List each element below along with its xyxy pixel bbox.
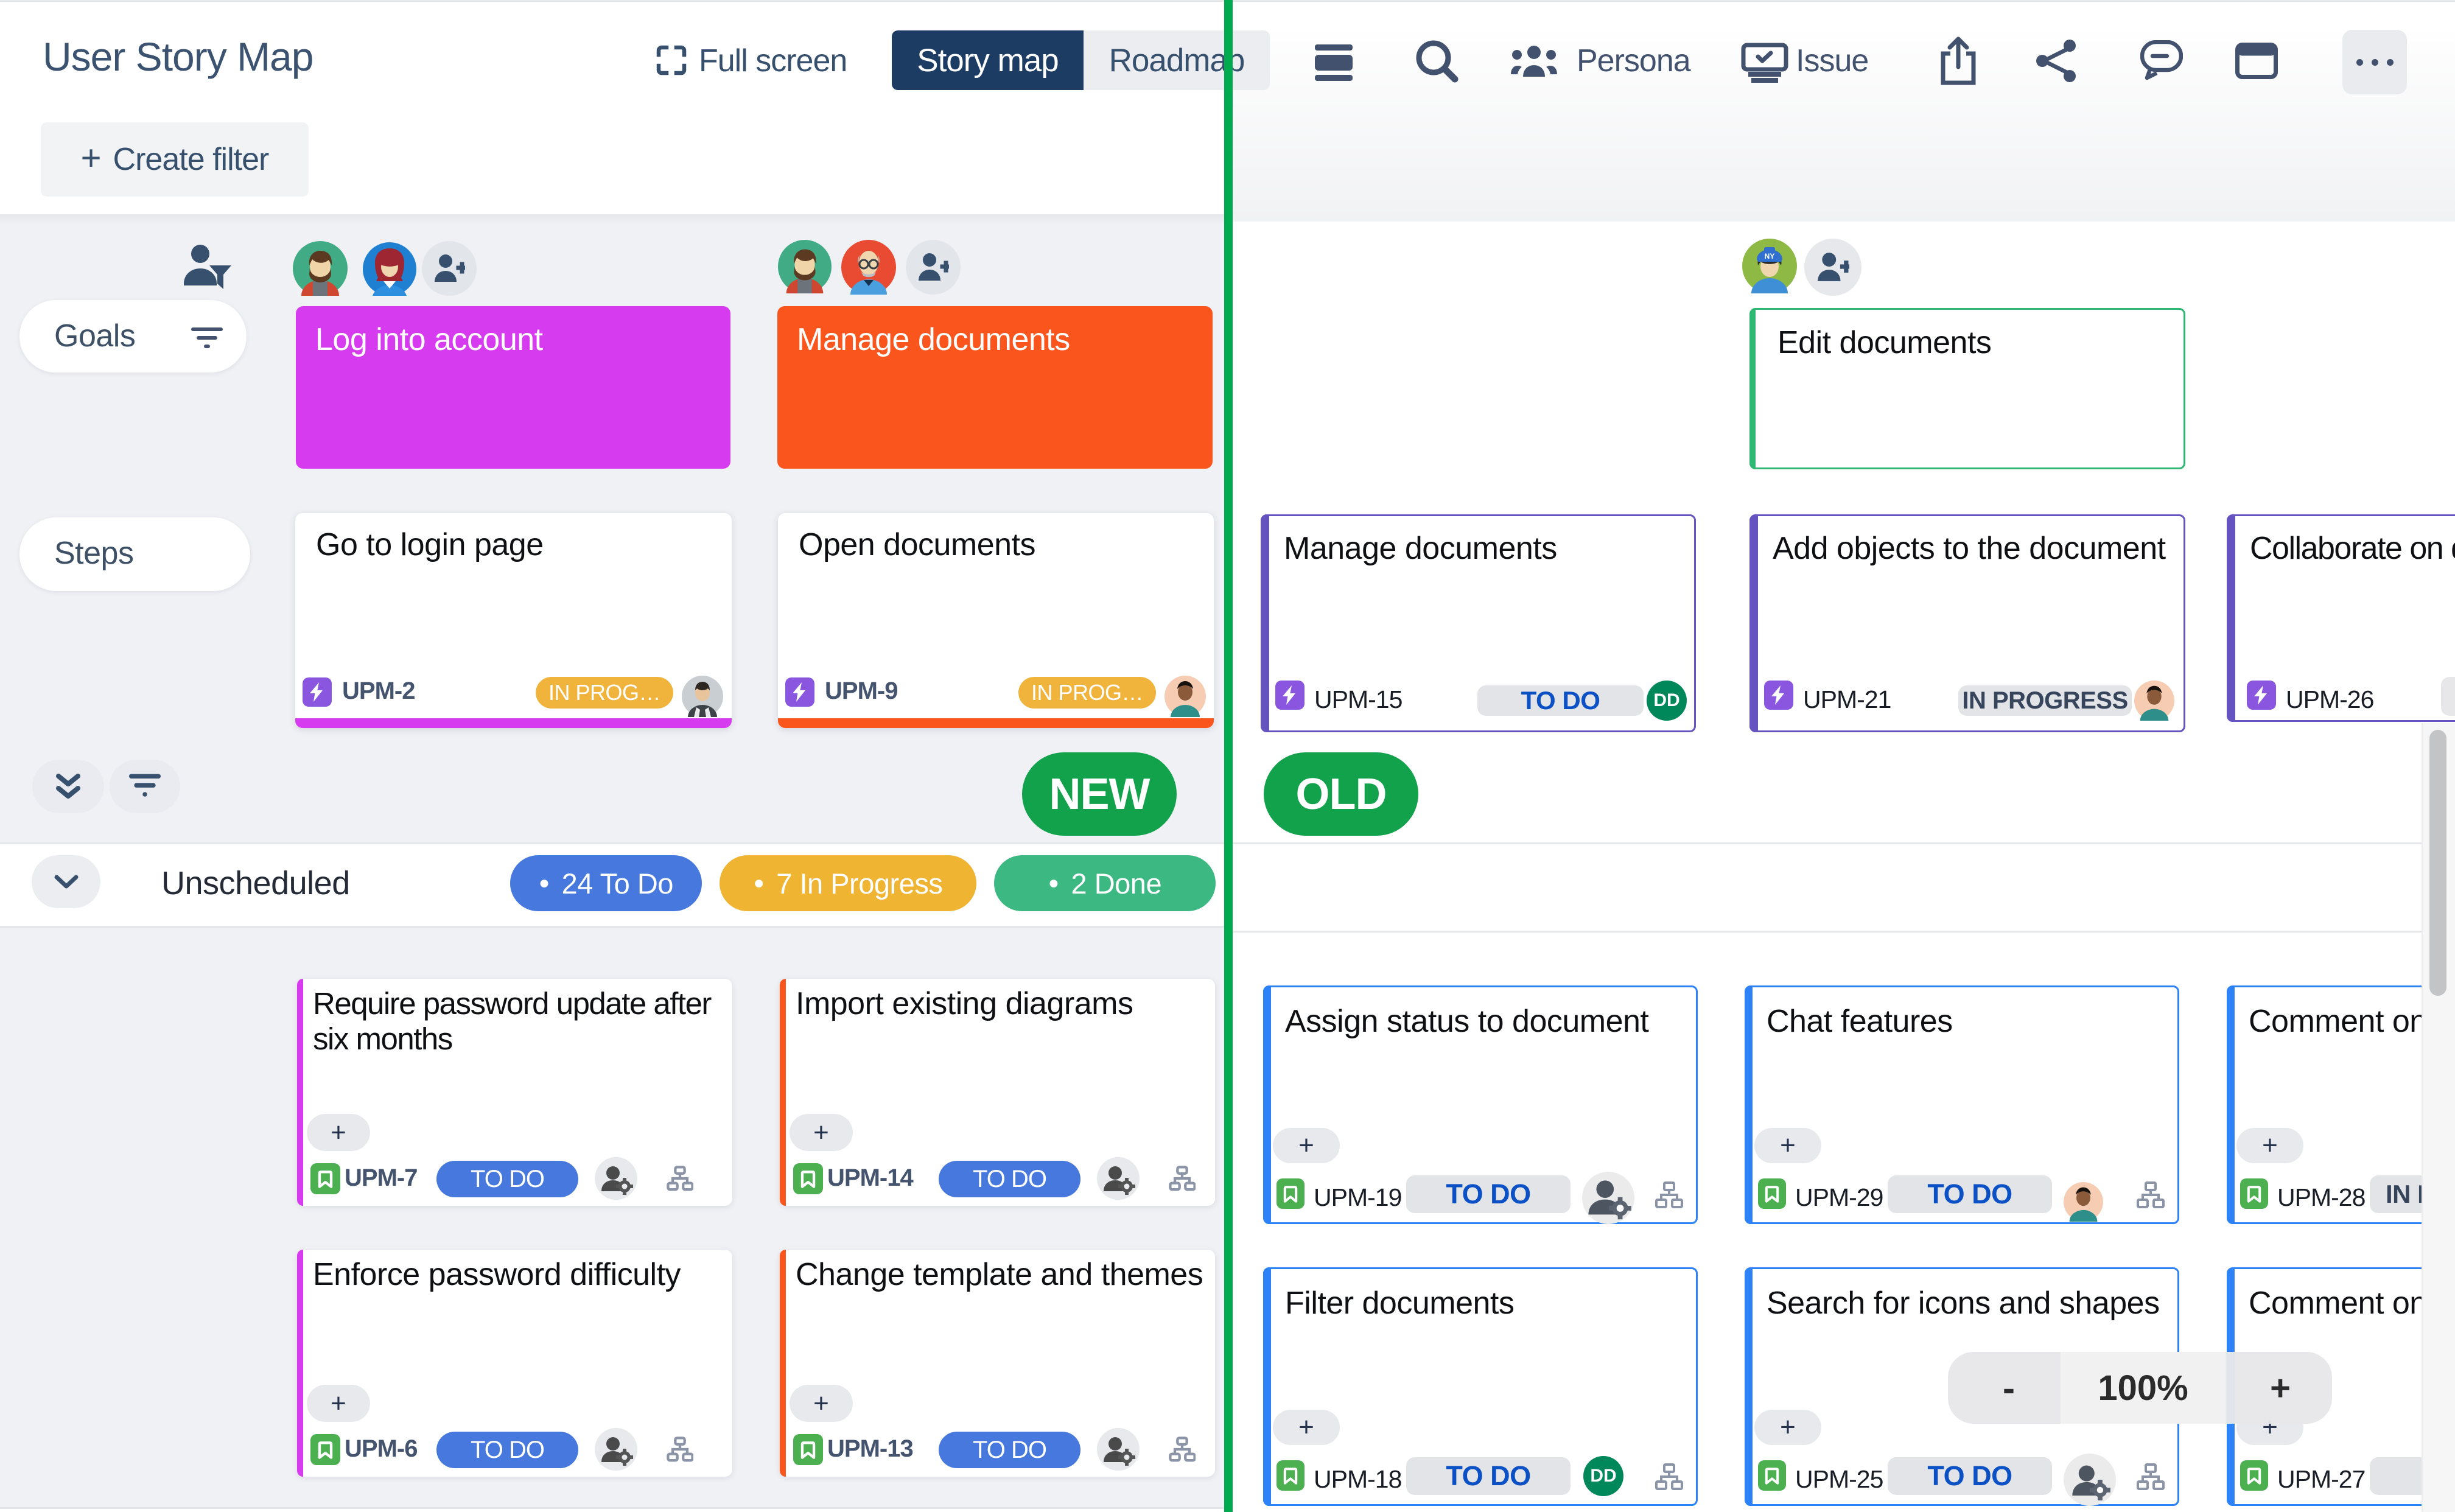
svg-text:NY: NY [1765, 252, 1775, 261]
